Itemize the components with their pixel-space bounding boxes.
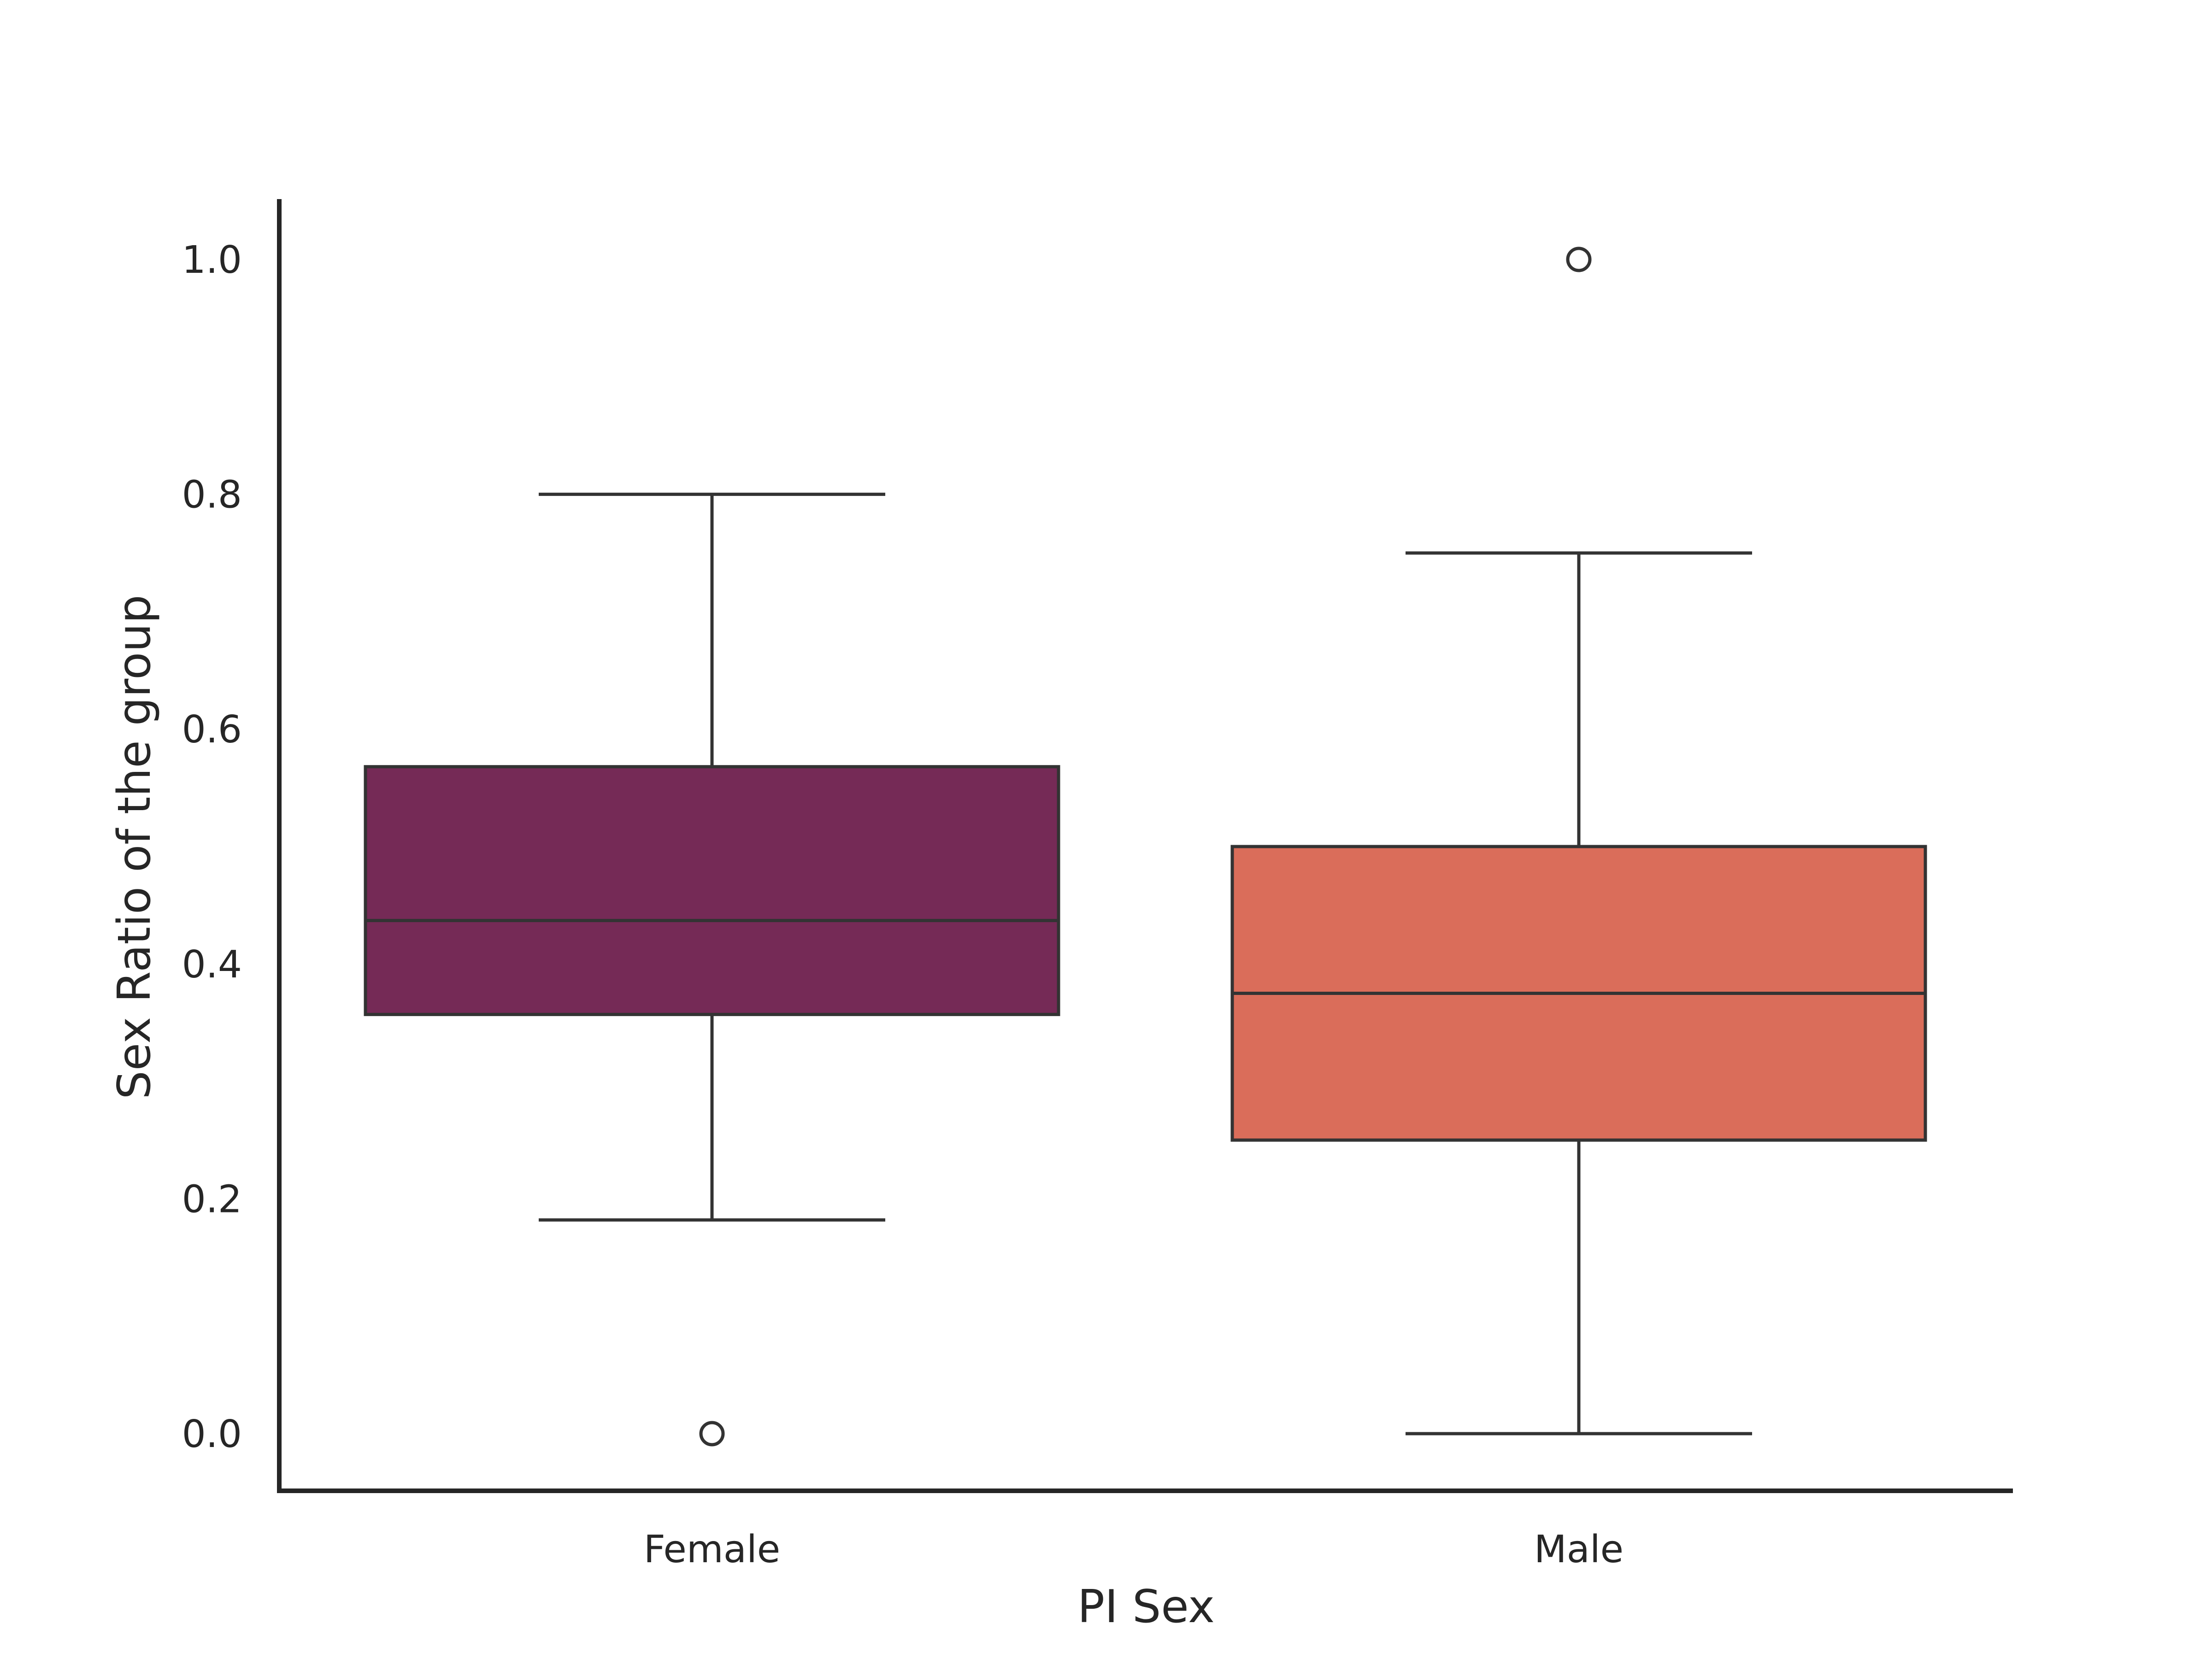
- box-group-female: [364, 493, 1060, 1447]
- y-axis-label: Sex Ratio of the group: [108, 595, 161, 1100]
- plot-area: [364, 247, 1927, 1447]
- box-group-male: [1230, 247, 1927, 1435]
- outlier-point-male: [1566, 247, 1592, 272]
- box-female: [364, 765, 1060, 1016]
- y-tick-label: 0.2: [182, 1177, 242, 1221]
- x-axis-label: PI Sex: [1077, 1581, 1215, 1633]
- y-tick-label: 0.8: [182, 473, 242, 517]
- y-tick-label: 0.0: [182, 1412, 242, 1456]
- y-tick-label: 0.4: [182, 943, 242, 987]
- x-tick-labels: Female Male: [644, 1528, 1624, 1571]
- x-tick-label: Female: [644, 1528, 781, 1571]
- y-tick-labels: 0.0 0.2 0.4 0.6 0.8 1.0: [182, 238, 242, 1456]
- y-tick-label: 1.0: [182, 238, 242, 282]
- y-tick-label: 0.6: [182, 708, 242, 752]
- x-tick-label: Male: [1534, 1528, 1624, 1571]
- outlier-point-female: [699, 1421, 725, 1447]
